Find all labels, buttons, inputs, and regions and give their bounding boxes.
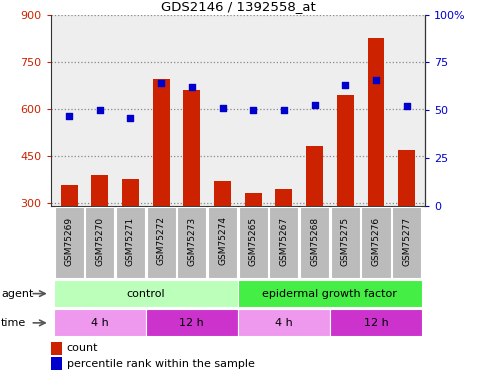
Bar (214, 181, 231, 206)
Text: control: control (127, 289, 165, 298)
Point (65, 113, 73, 119)
Point (249, 107, 257, 113)
Bar (239, 207, 268, 278)
Bar (116, 207, 145, 278)
Point (219, 105, 227, 111)
Bar (270, 207, 298, 278)
Bar (55, 207, 84, 278)
Bar (177, 207, 206, 278)
Bar (146, 309, 238, 336)
Bar (91, 174, 108, 206)
Text: 4 h: 4 h (275, 318, 293, 328)
Bar (153, 79, 170, 206)
Point (96, 107, 104, 113)
Text: 12 h: 12 h (364, 318, 388, 328)
Text: GSM75269: GSM75269 (65, 216, 73, 266)
Point (403, 104, 411, 110)
Text: epidermal growth factor: epidermal growth factor (262, 289, 398, 298)
Text: GSM75265: GSM75265 (249, 216, 258, 266)
Text: 4 h: 4 h (91, 318, 109, 328)
Bar (54, 309, 146, 336)
Text: GSM75275: GSM75275 (341, 216, 350, 266)
Bar (238, 309, 330, 336)
Bar (306, 146, 323, 206)
Text: percentile rank within the sample: percentile rank within the sample (67, 359, 255, 369)
Text: GSM75276: GSM75276 (371, 216, 381, 266)
Bar (368, 38, 384, 206)
Bar (51, 357, 62, 370)
Bar (122, 179, 139, 206)
Text: GSM75274: GSM75274 (218, 216, 227, 266)
Bar (337, 94, 354, 206)
Bar (275, 189, 292, 206)
Bar (331, 207, 360, 278)
Bar (208, 207, 237, 278)
Text: agent: agent (1, 289, 33, 298)
Bar (330, 309, 422, 336)
Bar (61, 186, 78, 206)
Title: GDS2146 / 1392558_at: GDS2146 / 1392558_at (160, 0, 315, 13)
Point (157, 81, 165, 87)
Text: GSM75272: GSM75272 (156, 216, 166, 266)
Point (127, 115, 134, 121)
Bar (392, 207, 421, 278)
Text: GSM75271: GSM75271 (126, 216, 135, 266)
Text: GSM75270: GSM75270 (95, 216, 104, 266)
Text: GSM75268: GSM75268 (310, 216, 319, 266)
Text: GSM75277: GSM75277 (402, 216, 411, 266)
Bar (147, 207, 176, 278)
Point (372, 76, 380, 82)
Bar (245, 194, 262, 206)
Bar (238, 280, 422, 307)
Bar (300, 207, 329, 278)
Text: count: count (67, 343, 98, 353)
Point (280, 107, 288, 113)
Point (188, 84, 196, 90)
Bar (85, 207, 114, 278)
Bar (54, 280, 238, 307)
Bar (398, 150, 415, 206)
Bar (184, 90, 200, 206)
Text: 12 h: 12 h (180, 318, 204, 328)
Point (311, 102, 318, 108)
Bar (51, 342, 62, 355)
Bar (361, 207, 391, 278)
Text: GSM75267: GSM75267 (279, 216, 288, 266)
Text: GSM75273: GSM75273 (187, 216, 197, 266)
Point (341, 82, 349, 88)
Text: time: time (1, 318, 26, 328)
